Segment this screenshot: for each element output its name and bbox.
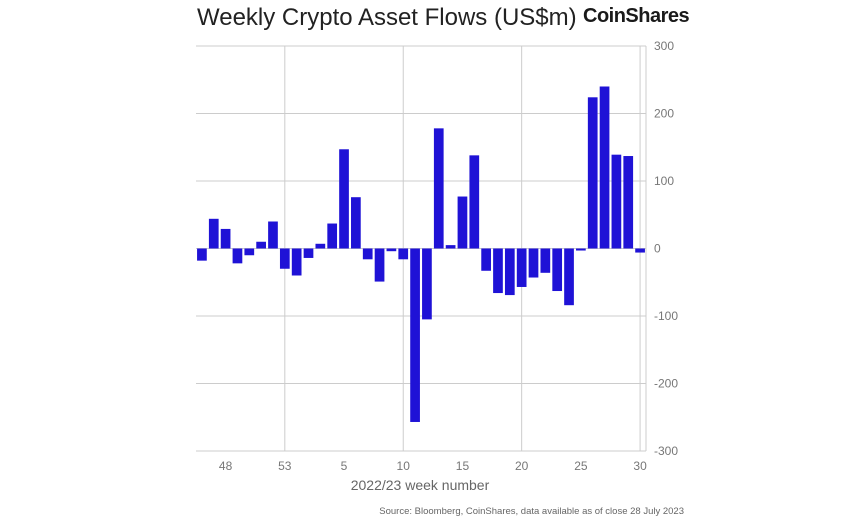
source-note: Source: Bloomberg, CoinShares, data avai… bbox=[379, 506, 684, 517]
bar-week-53 bbox=[279, 248, 290, 269]
bar-week-7 bbox=[362, 248, 373, 260]
bar-week-21 bbox=[528, 248, 539, 278]
y-tick-label: 200 bbox=[654, 107, 674, 121]
bar-week-6 bbox=[351, 197, 361, 249]
bar-week-24 bbox=[564, 248, 574, 306]
bar-week-52 bbox=[268, 221, 278, 249]
bar-week-30 bbox=[635, 248, 645, 253]
bar-week-9 bbox=[386, 248, 397, 252]
bar-week-15 bbox=[457, 196, 468, 249]
x-tick-label: 25 bbox=[574, 459, 588, 473]
bar-week-10 bbox=[398, 248, 409, 260]
bar-week-18 bbox=[493, 248, 503, 294]
y-tick-label: 300 bbox=[654, 39, 674, 53]
bar-week-46 bbox=[197, 248, 207, 261]
y-tick-label: -200 bbox=[654, 377, 678, 391]
chart-title: Weekly Crypto Asset Flows (US$m) bbox=[197, 4, 577, 31]
x-axis-label: 2022/23 week number bbox=[350, 477, 490, 493]
bar-week-49 bbox=[232, 248, 243, 264]
bar-week-11 bbox=[410, 248, 420, 422]
bar-week-3 bbox=[315, 243, 326, 249]
bar-week-48 bbox=[220, 228, 231, 249]
bar-week-16 bbox=[469, 155, 480, 249]
bar-week-23 bbox=[552, 248, 563, 292]
y-tick-label: 0 bbox=[654, 242, 661, 256]
bar-week-51 bbox=[256, 241, 266, 249]
y-tick-label: -100 bbox=[654, 309, 678, 323]
bar-week-22 bbox=[540, 248, 551, 273]
bar-week-29 bbox=[623, 156, 634, 249]
x-tick-label: 15 bbox=[456, 459, 470, 473]
x-tick-label: 5 bbox=[341, 459, 348, 473]
bar-week-20 bbox=[516, 248, 527, 287]
x-tick-label: 10 bbox=[397, 459, 411, 473]
bar-week-8 bbox=[374, 248, 385, 282]
bar-week-2 bbox=[303, 248, 314, 258]
y-tick-label: 100 bbox=[654, 174, 674, 188]
bar-week-1 bbox=[291, 248, 302, 276]
bar-week-14 bbox=[445, 245, 456, 249]
x-tick-label: 48 bbox=[219, 459, 233, 473]
bar-week-28 bbox=[611, 154, 622, 249]
x-tick-label: 20 bbox=[515, 459, 529, 473]
bar-week-19 bbox=[504, 248, 515, 296]
bar-week-47 bbox=[208, 218, 219, 249]
coinshares-logo: CoinShares bbox=[583, 5, 690, 27]
x-tick-label: 30 bbox=[633, 459, 647, 473]
bar-week-4 bbox=[327, 223, 338, 249]
y-tick-label: -300 bbox=[654, 444, 678, 458]
bar-week-5 bbox=[339, 149, 349, 249]
bar-week-17 bbox=[481, 248, 491, 271]
bar-week-50 bbox=[244, 248, 255, 256]
bar-week-13 bbox=[433, 128, 444, 249]
x-tick-label: 53 bbox=[278, 459, 292, 473]
bar-week-27 bbox=[599, 86, 610, 249]
bar-week-25 bbox=[576, 248, 586, 251]
bar-week-12 bbox=[422, 248, 432, 320]
bar-week-26 bbox=[587, 97, 598, 249]
